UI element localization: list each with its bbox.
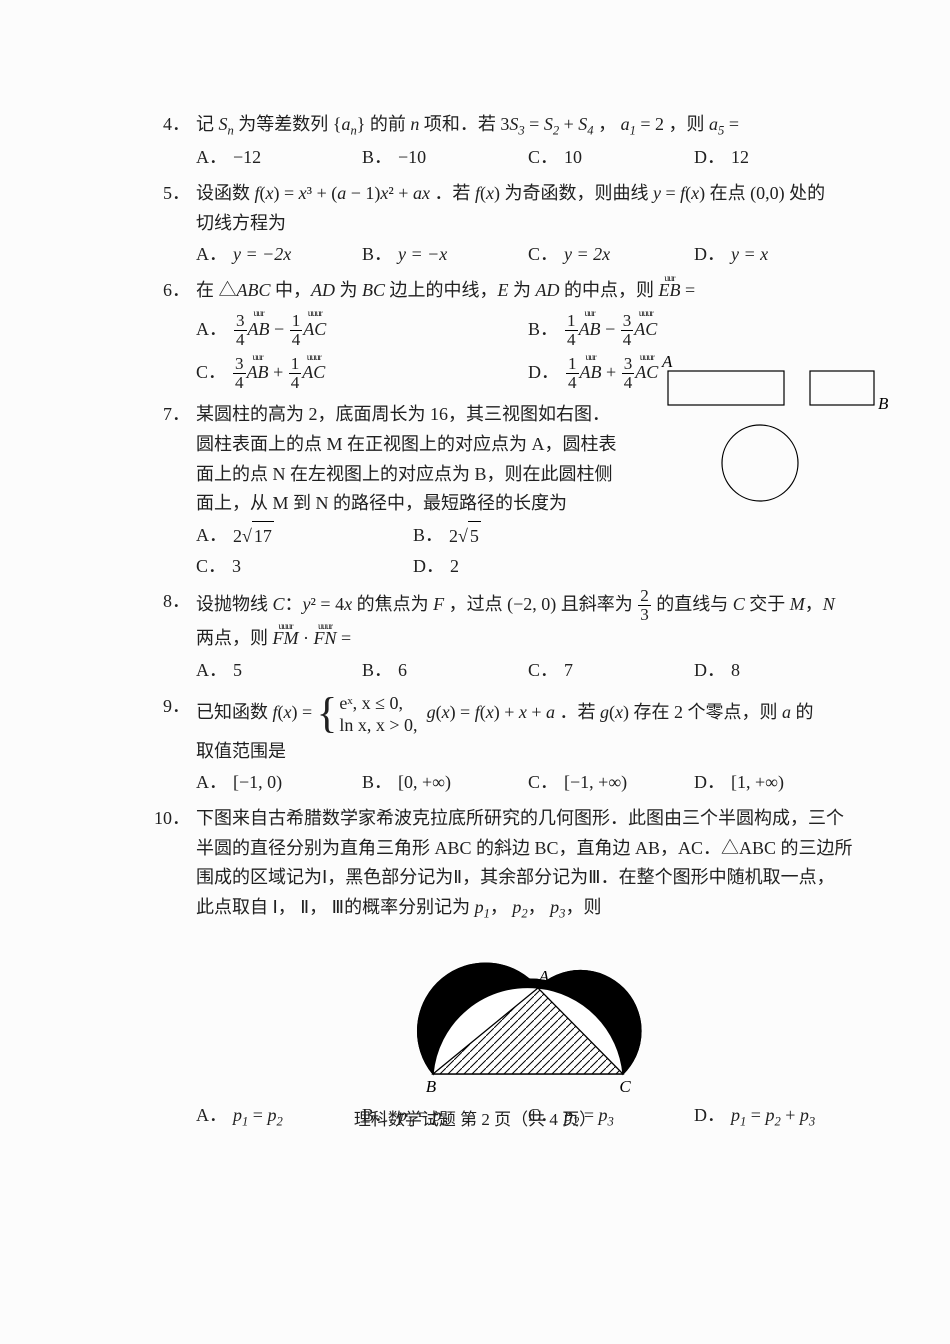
question-10: 10． 下图来自古希腊数学家希波克拉底所研究的几何图形．此图由三个半圆构成，三个…	[150, 804, 860, 1133]
question-9: 9． 已知函数 f(x) = {eˣ, x ≤ 0,ln x, x > 0, g…	[150, 692, 860, 798]
q7-opt-b: B．2√5	[413, 521, 630, 552]
q9-options: A．[−1, 0) B．[0, +∞) C．[−1, +∞) D．[1, +∞)	[196, 768, 860, 798]
question-4: 4． 记 Sn 为等差数列 {an} 的前 n 项和．若 3S3 = S2 + …	[150, 110, 860, 173]
svg-text:A: A	[661, 355, 673, 371]
q6-opt-b: B．14uurAB − 34uuurAC	[528, 308, 860, 351]
question-8: 8． 设抛物线 C：y² = 4x 的焦点为 F ，过点 (−2, 0) 且斜率…	[150, 587, 860, 685]
q7-options: A．2√17 B．2√5 C．3 D．2	[196, 521, 630, 581]
q4-stem: 记 Sn 为等差数列 {an} 的前 n 项和．若 3S3 = S2 + S4 …	[196, 114, 739, 134]
q7-number: 7．	[150, 400, 196, 581]
q9-opt-a: A．[−1, 0)	[196, 768, 362, 798]
q8-opt-b: B．6	[362, 656, 528, 686]
q10-body: 下图来自古希腊数学家希波克拉底所研究的几何图形．此图由三个半圆构成，三个 半圆的…	[196, 804, 860, 1133]
q4-opt-c: C．10	[528, 143, 694, 173]
q5-opt-a: A．y = −2x	[196, 240, 362, 270]
q7-opt-d: D．2	[413, 552, 630, 582]
q5-opt-b: B．y = −x	[362, 240, 528, 270]
q8-opt-d: D．8	[694, 656, 860, 686]
q10-line-0: 下图来自古希腊数学家希波克拉底所研究的几何图形．此图由三个半圆构成，三个	[196, 804, 860, 834]
page-footer: 理科数学试题 第 2 页（共 4 页）	[0, 1106, 950, 1134]
q6-number: 6．	[150, 276, 196, 394]
q8-number: 8．	[150, 587, 196, 685]
q4-opt-a: A．−12	[196, 143, 362, 173]
q5-opt-c: C．y = 2x	[528, 240, 694, 270]
q4-options: A．−12 B．−10 C．10 D．12	[196, 143, 860, 173]
q7-opt-c: C．3	[196, 552, 413, 582]
q7-line-2: 面上的点 N 在左视图上的对应点为 B，则在此圆柱侧	[196, 460, 630, 490]
q10-number: 10．	[150, 804, 196, 1133]
q4-opt-d: D．12	[694, 143, 860, 173]
question-5: 5． 设函数 f(x) = x³ + (a − 1)x² + ax ．若 f(x…	[150, 179, 860, 270]
q5-options: A．y = −2x B．y = −x C．y = 2x D．y = x	[196, 240, 860, 270]
q5-opt-d: D．y = x	[694, 240, 860, 270]
q8-options: A．5 B．6 C．7 D．8	[196, 656, 860, 686]
q8-opt-a: A．5	[196, 656, 362, 686]
q8-opt-c: C．7	[528, 656, 694, 686]
svg-text:B: B	[426, 1077, 437, 1096]
q4-opt-b: B．−10	[362, 143, 528, 173]
q7-line-0: 某圆柱的高为 2，底面周长为 16，其三视图如右图．	[196, 400, 630, 430]
q5-body: 设函数 f(x) = x³ + (a − 1)x² + ax ．若 f(x) 为…	[196, 179, 860, 270]
q9-stem2: 取值范围是	[196, 737, 860, 767]
q10-figure: A B C	[358, 932, 698, 1097]
svg-text:C: C	[619, 1077, 631, 1096]
q7-line-1: 圆柱表面上的点 M 在正视图上的对应点为 A，圆柱表	[196, 430, 630, 460]
q9-stem1: 已知函数 f(x) = {eˣ, x ≤ 0,ln x, x > 0, g(x)…	[196, 692, 860, 737]
exam-page: 4． 记 Sn 为等差数列 {an} 的前 n 项和．若 3S3 = S2 + …	[0, 0, 950, 1344]
q5-stem2: 切线方程为	[196, 209, 860, 239]
q9-opt-d: D．[1, +∞)	[694, 768, 860, 798]
q8-body: 设抛物线 C：y² = 4x 的焦点为 F ，过点 (−2, 0) 且斜率为 2…	[196, 587, 860, 685]
svg-text:A: A	[538, 967, 550, 986]
q9-opt-c: C．[−1, +∞)	[528, 768, 694, 798]
q5-stem1: 设函数 f(x) = x³ + (a − 1)x² + ax ．若 f(x) 为…	[196, 179, 860, 209]
q7-line-3: 面上，从 M 到 N 的路径中，最短路径的长度为	[196, 489, 630, 519]
svg-text:B: B	[878, 394, 889, 413]
q5-number: 5．	[150, 179, 196, 270]
q6-stem: 在 △ABC 中，AD 为 BC 边上的中线，E 为 AD 的中点，则 uurE…	[196, 276, 860, 306]
q7-opt-a: A．2√17	[196, 521, 413, 552]
q10-line-3: 此点取自 Ⅰ， Ⅱ， Ⅲ的概率分别记为 p1， p2， p3，则	[196, 893, 860, 924]
q6-opt-a: A．34uurAB − 14uuurAC	[196, 308, 528, 351]
q9-number: 9．	[150, 692, 196, 798]
q9-opt-b: B．[0, +∞)	[362, 768, 528, 798]
q4-body: 记 Sn 为等差数列 {an} 的前 n 项和．若 3S3 = S2 + S4 …	[196, 110, 860, 173]
q6-opt-c: C．34uurAB + 14uuurAC	[196, 351, 528, 394]
q10-line-2: 围成的区域记为Ⅰ，黑色部分记为Ⅱ，其余部分记为Ⅲ．在整个图形中随机取一点，	[196, 863, 860, 893]
q9-body: 已知函数 f(x) = {eˣ, x ≤ 0,ln x, x > 0, g(x)…	[196, 692, 860, 798]
q4-number: 4．	[150, 110, 196, 173]
q10-line-1: 半圆的直径分别为直角三角形 ABC 的斜边 BC，直角边 AB，AC．△ABC …	[196, 834, 860, 864]
q8-stem2: 两点，则 uuurFM · uuurFN =	[196, 624, 860, 654]
q7-figure: AB	[640, 355, 890, 510]
